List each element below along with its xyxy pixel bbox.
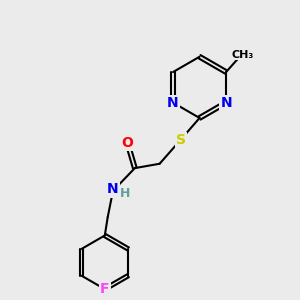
Text: H: H	[120, 187, 130, 200]
Text: O: O	[122, 136, 134, 150]
Text: N: N	[167, 96, 179, 110]
Text: F: F	[100, 282, 110, 296]
Text: N: N	[107, 182, 119, 197]
Text: N: N	[220, 96, 232, 110]
Text: CH₃: CH₃	[231, 50, 253, 59]
Text: S: S	[176, 133, 186, 147]
